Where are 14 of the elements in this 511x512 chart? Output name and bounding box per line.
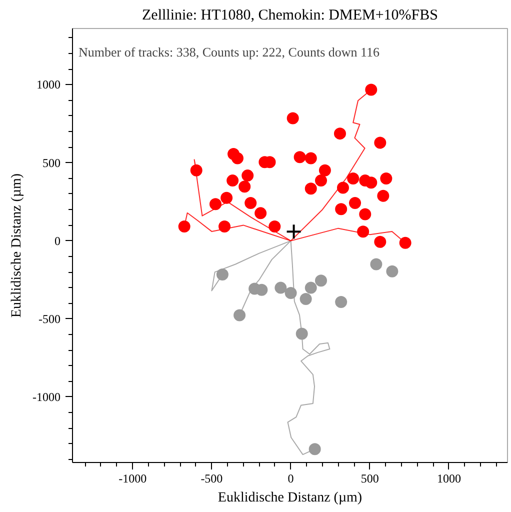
x-tick-label: 500 xyxy=(360,472,379,486)
y-tick-label: 1000 xyxy=(36,78,60,92)
y-tick-label: -500 xyxy=(38,312,61,326)
annotation: Number of tracks: 338, Counts up: 222, Counts down 116 xyxy=(78,44,380,60)
x-axis-title: Euklidische Distanz (µm) xyxy=(218,490,362,506)
chart-title: Zelllinie: HT1080, Chemokin: DMEM+10%FBS xyxy=(142,8,438,24)
x-tick-label: -1000 xyxy=(118,472,147,486)
y-axis-title: Euklidische Distanz (µm) xyxy=(10,173,25,318)
x-tick-label: -500 xyxy=(200,472,223,486)
x-tick-label: 0 xyxy=(288,472,294,486)
y-tick-label: -1000 xyxy=(32,390,61,404)
y-tick-label: 500 xyxy=(42,156,60,170)
y-tick-label: 0 xyxy=(54,234,60,248)
x-tick-label: 1000 xyxy=(436,472,461,486)
